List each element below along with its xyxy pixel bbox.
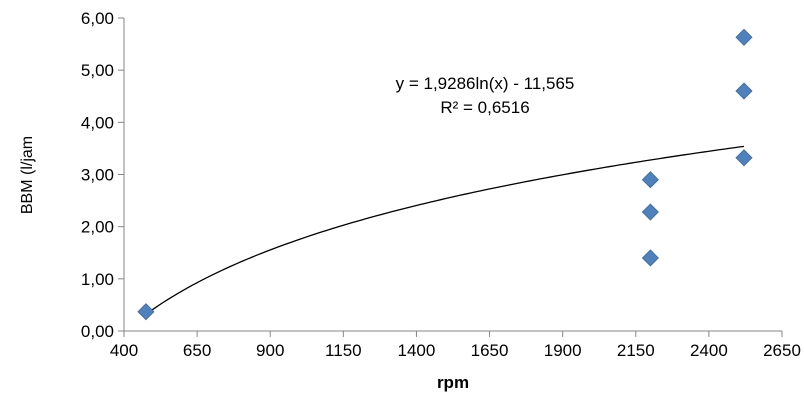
y-tick-label: 0,00 [81, 322, 114, 341]
y-tick-label: 6,00 [81, 9, 114, 28]
x-tick-label: 1400 [398, 341, 436, 360]
x-tick-label: 2150 [617, 341, 655, 360]
y-tick-label: 3,00 [81, 166, 114, 185]
data-point [735, 149, 753, 167]
x-tick-label: 1150 [325, 341, 362, 360]
x-tick-label: 400 [110, 341, 138, 360]
y-tick-label: 5,00 [81, 61, 114, 80]
y-ticks: 0,00 1,00 2,00 3,00 4,00 5,00 6,00 [81, 9, 124, 341]
x-tick-label: 650 [183, 341, 211, 360]
x-tick-label: 1900 [544, 341, 582, 360]
y-tick-label: 4,00 [81, 113, 114, 132]
y-tick-label: 2,00 [81, 218, 114, 237]
data-point [735, 82, 753, 100]
axes: 0,00 1,00 2,00 3,00 4,00 5,00 6,00 400 650 900 11… [81, 9, 801, 360]
trendline-equation: y = 1,9286ln(x) - 11,565 [396, 74, 575, 93]
data-point [641, 171, 659, 189]
x-tick-label: 2400 [690, 341, 728, 360]
data-point [641, 203, 659, 221]
x-ticks: 400 650 900 1150 1400 1650 1900 2150 2400 2650 [110, 331, 801, 360]
y-axis-title: BBM (l/jam [19, 136, 36, 214]
x-tick-label: 2650 [763, 341, 801, 360]
trendline [147, 145, 745, 314]
y-tick-label: 1,00 [81, 270, 114, 289]
x-axis-title: rpm [437, 373, 469, 392]
x-tick-label: 900 [256, 341, 284, 360]
data-point [641, 249, 659, 267]
x-tick-label: 1650 [471, 341, 509, 360]
data-point [137, 303, 155, 321]
data-points [137, 28, 753, 321]
data-point [735, 28, 753, 46]
trendline-r-squared: R² = 0,6516 [440, 98, 529, 117]
